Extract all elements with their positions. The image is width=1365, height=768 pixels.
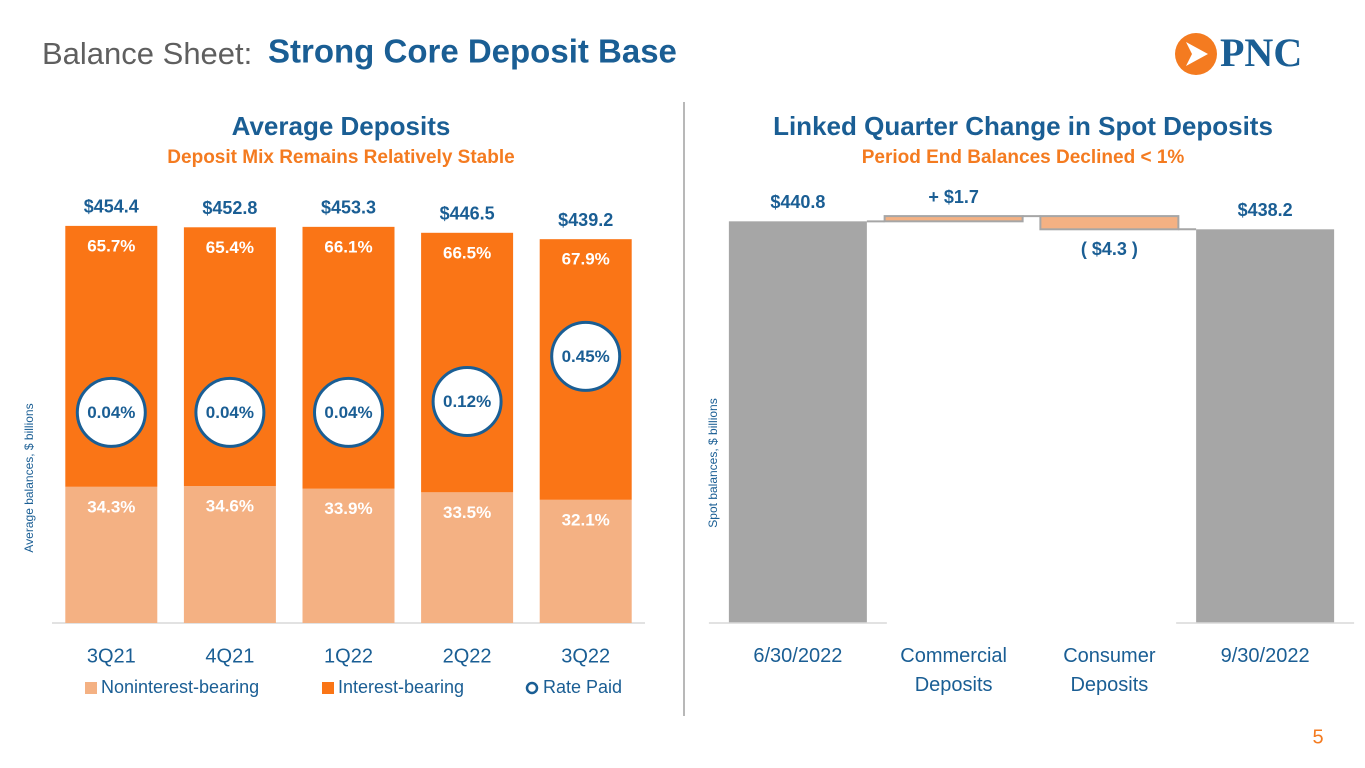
x-tick-label-box: Consumer Deposits [1063,645,1156,696]
rate-marker [75,376,147,448]
x-tick-label-box: 6/30/2022 [753,645,843,667]
value-label: ( $4.3 ) [1081,239,1138,259]
rate-label: 0.04% [324,403,372,422]
x-tick-label: 1Q22 [324,645,373,667]
y-axis-label: Spot balances, $ billions [706,398,720,527]
segment-label: 65.4% [206,238,254,257]
segment-label: 33.9% [324,499,372,518]
change-bar [1039,215,1180,231]
bar-segment [421,492,514,623]
x-tick-label: Consumer Deposits [1063,645,1156,696]
total-label: $453.3 [321,198,376,218]
change-bar [883,215,1024,223]
legend-label: Noninterest-bearing [101,677,259,697]
y-axis-label: Average balances, $ billions [22,403,36,552]
chart-title: Linked Quarter Change in Spot Deposits [773,111,1273,141]
total-label: $439.2 [558,210,613,230]
legend-label: Interest-bearing [338,677,464,697]
bar-segment [302,488,395,623]
segment-label: 66.1% [324,237,372,256]
logo-arrow [1186,42,1208,66]
total-label: $452.8 [202,198,257,218]
total-bar [728,221,867,623]
rate-marker [550,320,622,392]
bar-segment [302,226,395,489]
page-number: 5 [1312,726,1323,748]
bar-segment [539,499,632,623]
bar-segment [65,486,158,623]
slide-title: Strong Core Deposit Base [268,33,677,70]
rate-marker [194,376,266,448]
legend-marker [525,681,539,695]
rate-marker [313,376,384,448]
rate-label: 0.12% [443,392,491,411]
total-bar [1196,229,1335,623]
rate-marker [431,365,503,437]
segment-label: 32.1% [562,510,610,529]
chart-title: Average Deposits [232,111,451,141]
x-tick-label: 9/30/2022 [1220,645,1310,667]
total-label: $446.5 [440,204,495,224]
value-label: $438.2 [1238,200,1293,220]
bar-segment [183,486,276,623]
segment-label: 34.3% [87,497,135,516]
legend-label: Rate Paid [543,677,622,697]
value-label: $440.8 [770,192,825,212]
rate-label: 0.45% [562,347,610,366]
rate-label: 0.04% [87,403,135,422]
segment-label: 33.5% [443,503,491,522]
x-tick-label: 6/30/2022 [753,645,843,667]
x-tick-label: Commercial Deposits [900,645,1007,696]
value-label: + $1.7 [928,187,979,207]
segment-label: 34.6% [206,497,254,516]
segment-label: 66.5% [443,243,491,262]
x-tick-label: 3Q22 [561,645,610,667]
title-prefix: Balance Sheet: [42,36,252,71]
x-tick-label: 2Q22 [443,645,492,667]
chart-subtitle: Period End Balances Declined < 1% [862,147,1185,168]
x-tick-label-box: Commercial Deposits [900,645,1007,696]
x-tick-label: 4Q21 [205,645,254,667]
rate-label: 0.04% [206,403,254,422]
logo: PNC [1175,30,1302,75]
x-tick-label-box: 9/30/2022 [1220,645,1310,667]
legend-marker [85,682,97,694]
legend-marker [322,682,334,694]
segment-label: 67.9% [562,250,610,269]
x-tick-label: 3Q21 [87,645,136,667]
chart-subtitle: Deposit Mix Remains Relatively Stable [167,147,514,168]
logo-text: PNC [1220,30,1302,75]
segment-label: 65.7% [87,236,135,255]
total-label: $454.4 [84,197,139,217]
bar-segment [421,232,514,493]
